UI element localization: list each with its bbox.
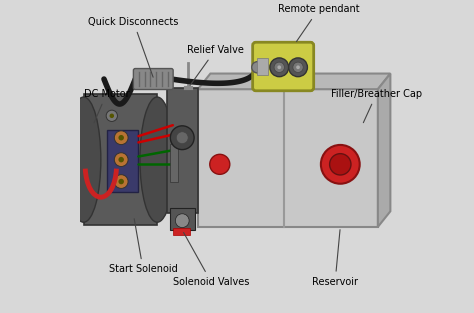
Bar xyxy=(173,228,190,235)
Circle shape xyxy=(118,135,124,141)
Text: Solenoid Valves: Solenoid Valves xyxy=(173,233,249,287)
Text: Quick Disconnects: Quick Disconnects xyxy=(88,17,179,77)
Text: Remote pendant: Remote pendant xyxy=(278,4,359,42)
Circle shape xyxy=(118,179,124,184)
Circle shape xyxy=(252,62,263,73)
Circle shape xyxy=(293,62,303,73)
Polygon shape xyxy=(378,74,391,227)
Bar xyxy=(170,144,178,182)
Bar xyxy=(170,208,195,230)
Circle shape xyxy=(175,214,189,228)
Bar xyxy=(166,88,198,213)
Circle shape xyxy=(274,62,284,73)
Text: Filler/Breather Cap: Filler/Breather Cap xyxy=(331,89,422,123)
Text: Relief Valve: Relief Valve xyxy=(187,45,244,85)
Circle shape xyxy=(296,65,300,69)
Circle shape xyxy=(321,145,360,184)
Circle shape xyxy=(289,58,308,77)
Circle shape xyxy=(210,154,230,174)
Bar xyxy=(257,58,268,75)
Text: Start Solenoid: Start Solenoid xyxy=(109,219,177,274)
Circle shape xyxy=(270,58,289,77)
Circle shape xyxy=(106,110,118,121)
Circle shape xyxy=(118,157,124,162)
Bar xyxy=(198,89,378,227)
Circle shape xyxy=(114,153,128,167)
Text: DC Motor: DC Motor xyxy=(83,89,129,123)
Polygon shape xyxy=(198,74,391,89)
Circle shape xyxy=(114,131,128,145)
Circle shape xyxy=(176,132,188,144)
Ellipse shape xyxy=(140,97,174,222)
Circle shape xyxy=(329,154,351,175)
Circle shape xyxy=(277,65,281,69)
Circle shape xyxy=(170,126,194,150)
Bar xyxy=(83,94,157,225)
Text: Reservoir: Reservoir xyxy=(312,230,358,287)
Bar xyxy=(107,130,138,192)
FancyBboxPatch shape xyxy=(253,42,314,91)
FancyBboxPatch shape xyxy=(133,69,173,90)
Circle shape xyxy=(114,175,128,188)
Circle shape xyxy=(109,114,114,118)
Ellipse shape xyxy=(66,97,101,222)
